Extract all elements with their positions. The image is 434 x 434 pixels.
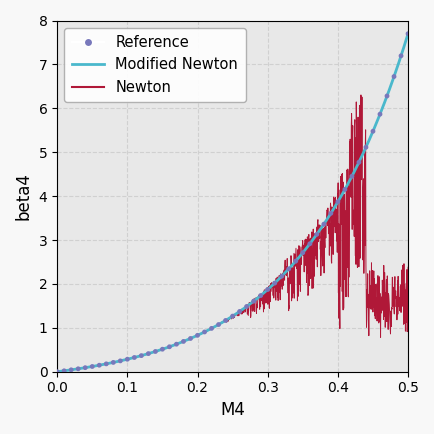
- Point: [110, 359, 117, 366]
- Point: [194, 332, 201, 339]
- Point: [145, 350, 152, 357]
- Point: [68, 366, 75, 373]
- Point: [369, 128, 376, 135]
- Point: [313, 231, 320, 238]
- Point: [82, 364, 89, 371]
- Point: [264, 286, 271, 293]
- X-axis label: M4: M4: [220, 401, 245, 419]
- Point: [208, 325, 215, 332]
- Point: [271, 279, 278, 286]
- Point: [327, 210, 334, 217]
- Point: [398, 53, 404, 59]
- Point: [173, 341, 180, 348]
- Point: [117, 358, 124, 365]
- Point: [278, 273, 285, 279]
- Point: [342, 186, 349, 193]
- Point: [404, 30, 411, 37]
- Point: [229, 312, 236, 319]
- Legend: Reference, Modified Newton, Newton: Reference, Modified Newton, Newton: [64, 28, 246, 102]
- Point: [306, 240, 313, 247]
- Point: [96, 362, 103, 369]
- Y-axis label: beta4: beta4: [15, 172, 33, 220]
- Point: [377, 111, 384, 118]
- Point: [384, 92, 391, 99]
- Point: [131, 354, 138, 361]
- Point: [293, 258, 299, 265]
- Point: [54, 368, 61, 375]
- Point: [89, 363, 96, 370]
- Point: [138, 352, 145, 359]
- Point: [243, 303, 250, 310]
- Point: [335, 198, 342, 205]
- Point: [124, 356, 131, 363]
- Point: [75, 365, 82, 372]
- Point: [103, 360, 110, 367]
- Point: [187, 335, 194, 342]
- Point: [180, 338, 187, 345]
- Point: [215, 321, 222, 328]
- Point: [285, 266, 292, 273]
- Point: [152, 348, 159, 355]
- Point: [159, 346, 166, 353]
- Point: [257, 292, 264, 299]
- Point: [355, 159, 362, 166]
- Point: [320, 220, 327, 227]
- Point: [61, 367, 68, 374]
- Point: [349, 173, 355, 180]
- Point: [222, 317, 229, 324]
- Point: [250, 298, 257, 305]
- Point: [362, 144, 369, 151]
- Point: [201, 329, 208, 335]
- Point: [299, 249, 306, 256]
- Point: [166, 343, 173, 350]
- Point: [391, 73, 398, 80]
- Point: [236, 308, 243, 315]
